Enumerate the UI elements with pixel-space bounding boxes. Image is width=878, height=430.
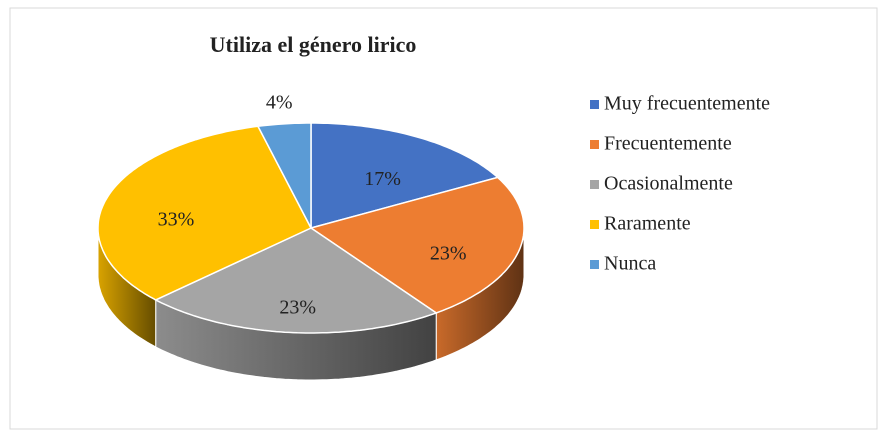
pie-slice xyxy=(97,125,313,301)
legend-swatch xyxy=(590,220,599,229)
legend-label: Frecuentemente xyxy=(604,133,732,155)
pie-slice xyxy=(309,176,525,314)
pie-slice xyxy=(256,122,312,229)
pie-slice xyxy=(310,122,500,229)
legend-swatch xyxy=(590,140,599,149)
data-label: 33% xyxy=(158,208,195,230)
legend-label: Nunca xyxy=(604,253,656,275)
legend-swatch xyxy=(590,100,599,109)
chart-title: Utiliza el género lirico xyxy=(210,32,417,57)
legend-label: Raramente xyxy=(604,213,691,235)
legend-label: Muy frecuentemente xyxy=(604,93,770,115)
data-label: 23% xyxy=(430,243,467,265)
legend-swatch xyxy=(590,180,599,189)
pie-slice xyxy=(153,227,438,334)
legend-label: Ocasionalmente xyxy=(604,173,733,195)
data-label: 23% xyxy=(279,297,316,319)
data-label: 17% xyxy=(364,168,401,190)
legend-swatch xyxy=(590,260,599,269)
data-label: 4% xyxy=(266,92,293,114)
